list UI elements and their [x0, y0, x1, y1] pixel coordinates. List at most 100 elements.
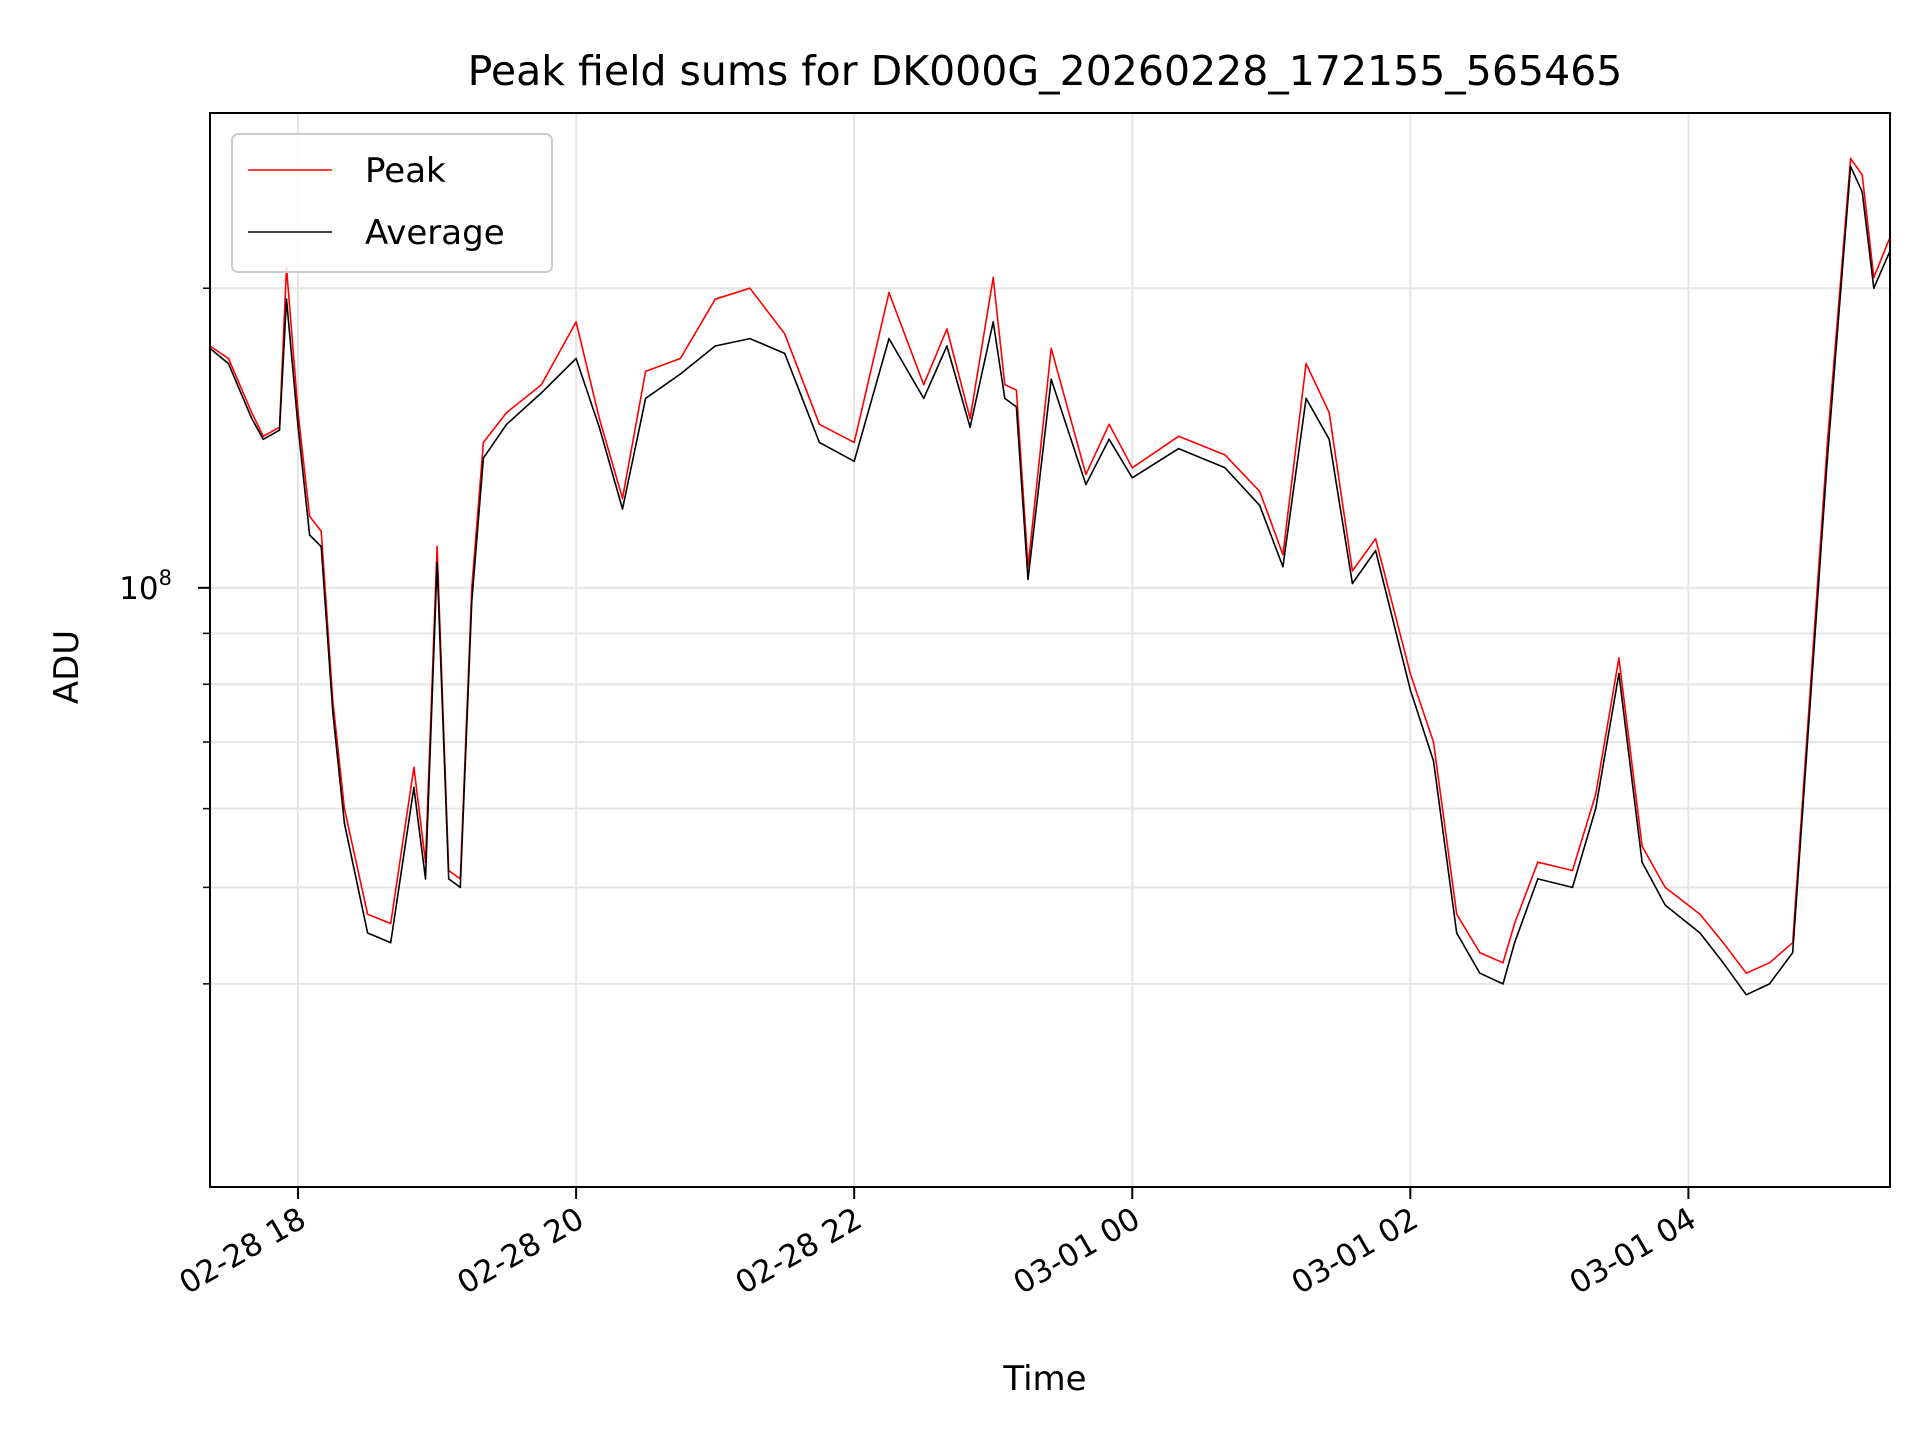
series-line-peak: [209, 157, 1891, 975]
data-point-peak: [1131, 467, 1134, 469]
data-point-average: [459, 886, 462, 889]
data-point-peak: [413, 766, 415, 769]
data-point-peak: [1351, 570, 1354, 572]
data-point-average: [366, 932, 369, 934]
data-point-average: [1177, 447, 1180, 450]
x-axis-label: Time: [1002, 1359, 1086, 1399]
y-axis-label: ADU: [47, 630, 87, 704]
data-point-average: [1328, 438, 1330, 441]
data-point-peak: [320, 530, 323, 532]
data-point-average: [332, 711, 334, 713]
data-point-peak: [366, 913, 369, 915]
data-point-average: [1664, 904, 1666, 906]
data-point-peak: [1513, 922, 1516, 925]
data-point-average: [1455, 932, 1458, 934]
data-point-average: [1351, 582, 1354, 585]
data-point-average: [969, 426, 971, 429]
data-point-average: [1282, 565, 1284, 568]
data-point-average: [598, 426, 601, 429]
data-point-peak: [1571, 869, 1574, 872]
data-point-peak: [1768, 962, 1771, 964]
data-point-peak: [1455, 913, 1458, 915]
data-point-peak: [227, 357, 230, 360]
data-point-peak: [598, 417, 601, 420]
data-point-average: [1374, 549, 1377, 552]
data-point-average: [1432, 760, 1435, 762]
data-point-average: [1027, 578, 1029, 581]
legend: Peak Average: [231, 133, 553, 273]
data-point-average: [250, 417, 253, 420]
legend-label-average: Average: [365, 213, 505, 253]
axes-frame: [209, 112, 1891, 1188]
data-point-peak: [1664, 886, 1666, 889]
data-point-average: [505, 423, 508, 426]
data-point-average: [575, 357, 577, 360]
data-point-peak: [946, 328, 948, 330]
data-point-average: [644, 397, 647, 400]
data-point-peak: [250, 411, 253, 414]
data-point-peak: [389, 922, 392, 925]
data-point-peak: [1618, 657, 1620, 659]
data-point-peak: [1305, 362, 1307, 365]
data-point-average: [1571, 886, 1574, 889]
data-point-peak: [714, 298, 716, 301]
data-point-average: [1479, 972, 1481, 974]
data-point-peak: [1374, 538, 1377, 540]
data-point-average: [320, 545, 323, 548]
data-point-peak: [1861, 174, 1863, 176]
data-point-average: [1722, 962, 1724, 964]
data-point-average: [946, 345, 948, 347]
data-point-average: [749, 337, 751, 340]
data-point-average: [297, 426, 299, 429]
data-point-average: [621, 508, 624, 510]
data-point-peak: [1085, 473, 1087, 476]
data-point-peak: [888, 291, 890, 294]
data-point-average: [1745, 994, 1748, 996]
data-point-peak: [783, 333, 786, 335]
data-point-peak: [1224, 454, 1226, 456]
legend-label-peak: Peak: [365, 151, 446, 191]
data-point-average: [818, 441, 821, 444]
data-point-peak: [575, 321, 577, 323]
data-point-average: [424, 878, 427, 880]
data-point-peak: [505, 411, 508, 414]
data-point-average: [783, 352, 786, 355]
data-point-peak: [540, 383, 543, 386]
data-point-peak: [644, 370, 647, 373]
data-point-average: [1513, 941, 1516, 944]
data-point-average: [1108, 438, 1110, 441]
data-point-average: [1305, 397, 1307, 400]
data-point-average: [1004, 397, 1006, 400]
data-point-average: [1641, 861, 1643, 863]
data-point-peak: [922, 383, 925, 386]
data-point-average: [1861, 191, 1863, 193]
data-point-peak: [992, 276, 994, 279]
data-point-peak: [1432, 741, 1435, 743]
data-point-peak: [1282, 553, 1284, 556]
data-point-peak: [1004, 383, 1006, 386]
data-point-peak: [1826, 441, 1829, 444]
data-point-peak: [343, 807, 346, 810]
data-point-peak: [1409, 672, 1412, 675]
data-point-average: [308, 534, 311, 536]
data-point-average: [1768, 983, 1771, 985]
data-point-average: [343, 822, 346, 825]
data-point-peak: [621, 497, 624, 500]
data-point-peak: [1594, 793, 1597, 796]
data-point-peak: [1745, 972, 1748, 974]
data-point-average: [1873, 287, 1875, 290]
series-layer: [209, 157, 1891, 996]
data-point-average: [278, 429, 281, 432]
data-point-peak: [1699, 913, 1701, 915]
data-point-average: [447, 878, 450, 880]
chart-title: Peak field sums for DK000G_20260228_1721…: [468, 47, 1623, 95]
data-point-peak: [1722, 941, 1724, 944]
data-point-peak: [1537, 861, 1539, 863]
series-line-average: [209, 165, 1891, 996]
data-point-average: [413, 786, 415, 789]
data-point-average: [992, 321, 994, 323]
data-point-average: [1594, 807, 1597, 810]
data-point-average: [262, 438, 265, 441]
data-point-peak: [679, 357, 682, 360]
